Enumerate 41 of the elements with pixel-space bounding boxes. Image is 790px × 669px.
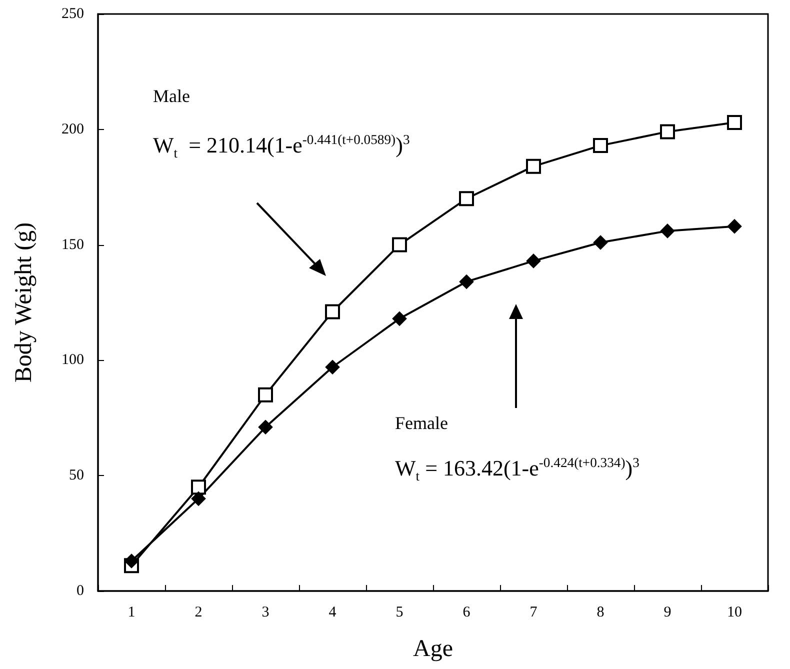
point [460, 274, 474, 289]
x-tick-label: 6 [462, 604, 471, 620]
point [392, 312, 406, 326]
point [325, 304, 340, 320]
point [660, 224, 674, 238]
x-tick-label: 3 [262, 604, 270, 620]
point [191, 480, 206, 495]
point [258, 387, 273, 402]
y-axis-title: Body Weight (g) [11, 222, 37, 383]
annotation: W$_{t}$ = 210.14(1-e$^{-0.441(t+0.0589)}$)$^{3}$ [153, 132, 410, 162]
x-tick-label: 2 [194, 604, 202, 620]
x-tick-label: 7 [530, 604, 538, 620]
point [526, 254, 540, 268]
point [192, 492, 206, 506]
x-tick-label: 4 [328, 604, 337, 620]
x-tick-label: 1 [128, 604, 136, 620]
point [727, 114, 742, 130]
y-tick-label: 100 [62, 352, 84, 368]
point [459, 191, 474, 206]
point [593, 138, 608, 154]
point [660, 124, 675, 140]
point [526, 158, 541, 174]
annotation: W$_{t}$ = 163.42(1-e$^{-0.424(t+0.334)}$)$^{3}$ [395, 455, 640, 486]
y-tick-label: 0 [76, 583, 84, 599]
x-axis-title: Age [413, 636, 453, 662]
point [258, 420, 272, 434]
annotation: Female [395, 413, 448, 435]
point [326, 360, 340, 374]
x-tick-label: 9 [664, 604, 672, 620]
point [594, 235, 608, 250]
y-tick-label: 250 [62, 6, 84, 22]
x-tick-label: 5 [396, 604, 404, 620]
point [392, 237, 407, 252]
x-tick-label: 10 [727, 604, 742, 620]
point [728, 219, 742, 234]
point [124, 554, 138, 568]
annotation: Male [153, 86, 190, 108]
x-tick-label: 8 [596, 604, 604, 620]
y-tick-label: 150 [62, 236, 84, 253]
y-tick-label: 50 [69, 468, 84, 484]
y-tick-label: 200 [62, 121, 84, 138]
